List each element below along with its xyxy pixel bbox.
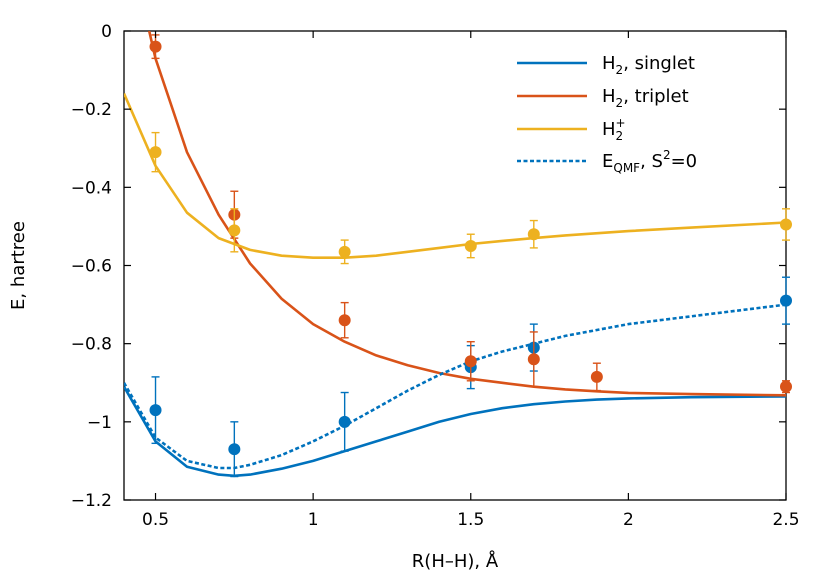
data-point-h2_singlet (149, 404, 162, 417)
y-tick-label: −0.8 (71, 335, 112, 355)
legend-sup-h2-plus: + (616, 116, 626, 130)
series-line-h2_singlet (124, 386, 786, 478)
data-point-h2_triplet (149, 40, 162, 53)
series-line-h2_plus (124, 92, 786, 259)
legend-entry-eqmf: EQMF, S2=0 (517, 148, 697, 175)
series-line-eqmf (124, 303, 786, 470)
data-point-h2_plus (464, 239, 477, 252)
y-tick-label: −0.4 (71, 178, 112, 198)
data-point-h2_singlet (780, 294, 792, 307)
legend-sub-h2-plus: 2 (616, 129, 624, 143)
data-point-h2_triplet (590, 370, 603, 383)
legend-label-eqmf: EQMF, S2=0 (602, 148, 697, 175)
x-tick-label: 2.5 (772, 510, 799, 530)
ticks-layer: 0.5 1 1.5 2 2.5 0 −0.2 −0.4 −0.6 −0.8 −1 −1.2 (71, 22, 800, 530)
legend: H2, singlet H2, triplet H+ 2 EQMF, S2=0 (517, 53, 697, 175)
data-point-h2_singlet (338, 415, 351, 428)
legend-entry-h2-singlet: H2, singlet (517, 53, 695, 77)
legend-sub-eqmf: QMF (613, 161, 640, 175)
legend-main-eqmf: E (602, 151, 613, 172)
y-tick-label: 0 (101, 22, 112, 42)
legend-entry-h2-triplet: H2, triplet (517, 86, 689, 110)
legend-sub-h2-triplet: 2 (616, 96, 624, 110)
legend-rest-h2-triplet: , triplet (623, 86, 688, 107)
series-line-h2_triplet (147, 31, 786, 397)
legend-rest-h2-singlet: , singlet (623, 53, 695, 74)
legend-label-h2-plus: H+ 2 (602, 116, 626, 143)
data-point-h2_triplet (527, 353, 540, 366)
legend-entry-h2-plus: H+ 2 (517, 116, 626, 143)
y-tick-label: −1.2 (71, 491, 112, 511)
legend-main-h2-singlet: H (602, 53, 616, 74)
data-point-h2_plus (527, 228, 540, 241)
legend-main-h2-plus: H (602, 119, 616, 140)
legend-sub-h2-singlet: 2 (616, 63, 624, 77)
legend-label-h2-singlet: H2, singlet (602, 53, 695, 77)
legend-tail-eqmf: =0 (671, 151, 698, 172)
y-tick-label: −0.6 (71, 257, 112, 277)
y-tick-label: −0.2 (71, 100, 112, 120)
data-point-h2_plus (149, 146, 162, 159)
points-layer (149, 34, 792, 478)
legend-main-h2-triplet: H (602, 86, 616, 107)
x-tick-label: 0.5 (142, 510, 169, 530)
data-point-h2_plus (228, 224, 241, 237)
legend-rest-eqmf: , S (640, 151, 663, 172)
data-point-h2_singlet (228, 443, 241, 456)
data-point-h2_plus (338, 245, 351, 258)
data-point-h2_plus (780, 218, 792, 231)
x-tick-label: 2 (623, 510, 634, 530)
x-tick-label: 1.5 (457, 510, 484, 530)
data-point-h2_triplet (338, 314, 351, 327)
data-point-h2_triplet (464, 355, 477, 368)
y-axis-label: E, hartree (8, 221, 29, 310)
x-axis-label: R(H–H), Å (412, 550, 499, 572)
x-tick-label: 1 (308, 510, 319, 530)
y-tick-label: −1 (87, 413, 112, 433)
legend-label-h2-triplet: H2, triplet (602, 86, 689, 110)
series-layer (124, 31, 786, 478)
data-point-h2_triplet (780, 380, 792, 393)
legend-sup-eqmf: 2 (663, 148, 671, 162)
